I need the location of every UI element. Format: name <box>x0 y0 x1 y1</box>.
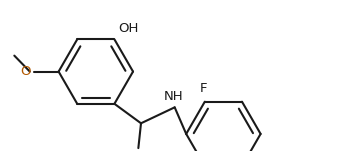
Text: F: F <box>200 83 208 95</box>
Text: OH: OH <box>118 22 138 35</box>
Text: NH: NH <box>164 90 184 103</box>
Text: O: O <box>21 65 31 78</box>
